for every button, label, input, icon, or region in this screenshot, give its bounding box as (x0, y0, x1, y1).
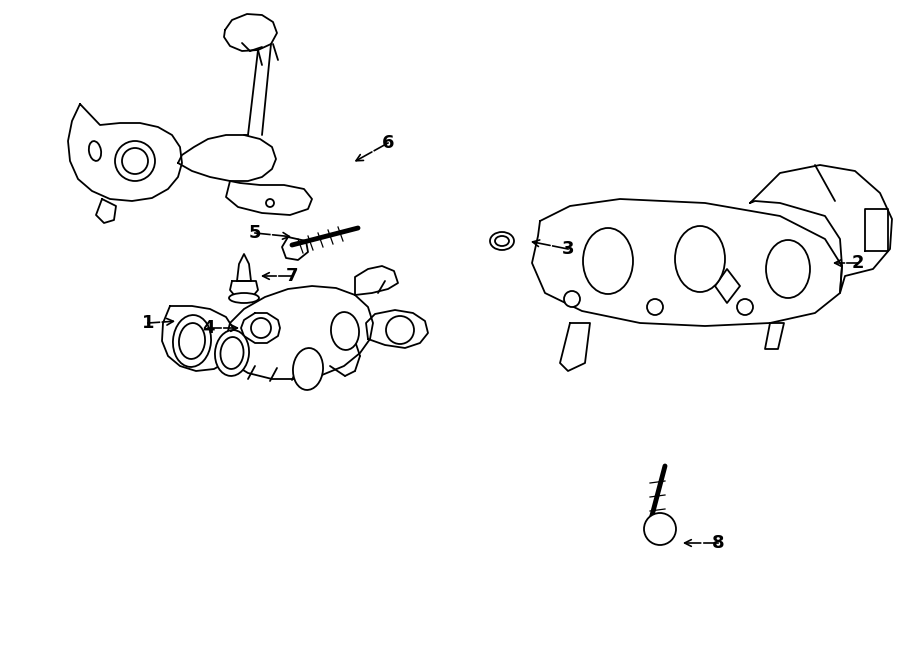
Text: 1: 1 (142, 314, 154, 332)
Ellipse shape (220, 337, 244, 369)
Circle shape (564, 291, 580, 307)
Ellipse shape (173, 315, 212, 367)
Text: 8: 8 (712, 534, 724, 552)
Ellipse shape (583, 228, 633, 294)
Circle shape (647, 299, 663, 315)
Text: 4: 4 (202, 319, 214, 337)
Circle shape (251, 318, 271, 338)
Text: 2: 2 (851, 254, 864, 272)
Ellipse shape (229, 293, 259, 303)
Text: 6: 6 (382, 134, 394, 152)
Circle shape (386, 316, 414, 344)
Text: 5: 5 (248, 224, 261, 242)
Ellipse shape (675, 226, 725, 292)
Text: 7: 7 (286, 267, 298, 285)
Ellipse shape (490, 232, 514, 250)
Ellipse shape (766, 240, 810, 298)
Circle shape (115, 141, 155, 181)
Circle shape (644, 513, 676, 545)
Ellipse shape (215, 330, 249, 376)
Circle shape (266, 199, 274, 207)
Ellipse shape (495, 236, 509, 246)
Circle shape (122, 148, 148, 174)
Ellipse shape (331, 312, 359, 350)
Ellipse shape (89, 141, 101, 161)
Text: 3: 3 (562, 240, 574, 258)
Circle shape (737, 299, 753, 315)
Ellipse shape (179, 323, 205, 359)
Ellipse shape (292, 348, 323, 390)
